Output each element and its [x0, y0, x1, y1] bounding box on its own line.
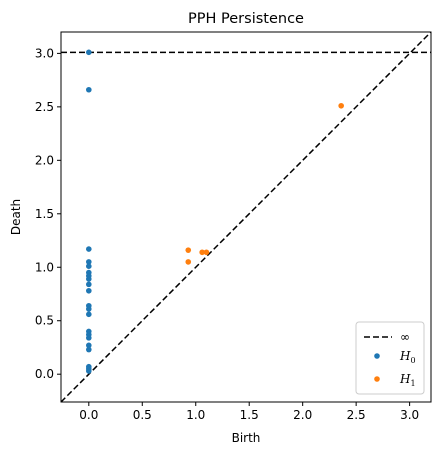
y-tick-label: 0.0 — [35, 367, 54, 381]
legend-h0-label: H0 — [399, 349, 416, 365]
x-axis-title: Birth — [232, 431, 261, 445]
point-h0 — [86, 346, 92, 353]
x-tick-label: 0.5 — [133, 408, 152, 422]
point-h0 — [86, 306, 92, 312]
y-tick-label: 2.0 — [35, 153, 54, 167]
legend-box — [355, 321, 425, 395]
point-h0 — [86, 311, 92, 318]
point-h0 — [86, 342, 92, 349]
point-h0 — [86, 246, 92, 252]
x-axis: 0.0 0.5 1.0 1.5 2.0 2.5 3.0 — [79, 402, 419, 422]
point-h1 — [185, 259, 192, 265]
point-h0 — [86, 263, 92, 269]
x-tick-label: 0.0 — [79, 408, 98, 422]
legend-inf-label: ∞ — [400, 330, 410, 344]
point-h0 — [86, 287, 92, 294]
x-tick-label: 3.0 — [400, 408, 419, 422]
legend: ∞ H0 H1 — [355, 321, 425, 395]
y-tick-label: 1.5 — [35, 207, 54, 221]
point-h0 — [86, 281, 92, 288]
legend-h1-marker — [374, 376, 380, 382]
point-h0 — [86, 368, 92, 374]
legend-h0-marker — [374, 353, 380, 359]
x-tick-label: 1.5 — [240, 408, 259, 422]
point-h1 — [338, 102, 344, 109]
point-h0 — [86, 86, 92, 93]
point-h0 — [86, 276, 92, 282]
x-tick-label: 2.5 — [347, 408, 366, 422]
point-h1 — [199, 249, 205, 256]
y-axis-title: Death — [9, 199, 23, 235]
y-tick-label: 2.5 — [35, 100, 54, 114]
point-h0 — [86, 49, 92, 56]
point-h1 — [185, 247, 192, 253]
y-tick-label: 0.5 — [35, 314, 54, 328]
diagonal-line — [60, 31, 432, 403]
x-tick-label: 1.0 — [186, 408, 205, 422]
point-h1 — [203, 249, 210, 256]
y-axis: 0.0 0.5 1.0 1.5 2.0 2.5 3.0 — [35, 46, 61, 381]
data-points — [86, 49, 344, 374]
plot-area: 0.0 0.5 1.0 1.5 2.0 2.5 3.0 0.0 0.5 1.0 1.5 2.0 2.5… — [35, 31, 432, 422]
legend-h1-label: H1 — [399, 372, 416, 388]
point-h0 — [86, 259, 92, 265]
point-h0 — [86, 335, 92, 341]
y-tick-label: 1.0 — [35, 260, 54, 274]
chart-title: PPH Persistence — [188, 11, 304, 27]
x-tick-label: 2.0 — [293, 408, 312, 422]
y-tick-label: 3.0 — [35, 46, 54, 60]
